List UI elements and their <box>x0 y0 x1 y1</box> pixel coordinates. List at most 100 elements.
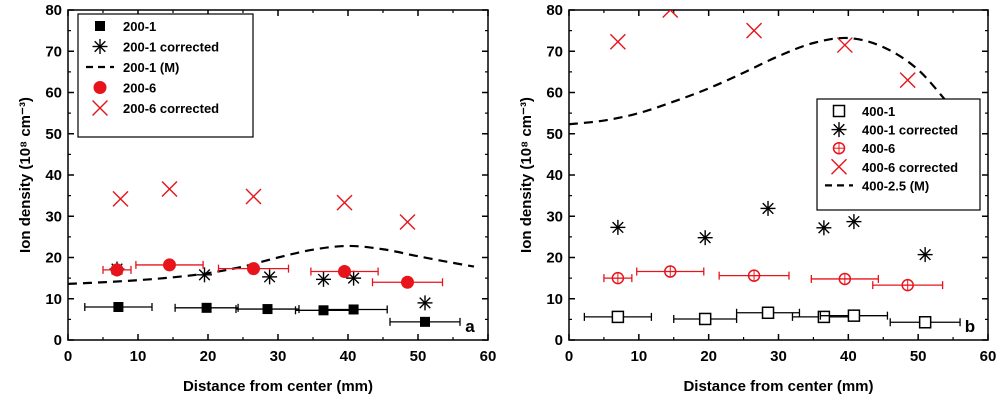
marker-asterisk-stroke <box>833 123 845 136</box>
data-point <box>389 316 461 327</box>
y-tick-label: 0 <box>54 332 62 349</box>
marker-square <box>318 305 329 316</box>
marker-x-stroke <box>662 10 672 18</box>
marker-open-square <box>918 316 932 329</box>
data-point <box>417 295 433 311</box>
data-layer <box>68 181 475 327</box>
data-point <box>636 265 705 278</box>
marker-square <box>201 302 212 313</box>
legend-label: 400-1 corrected <box>862 123 958 138</box>
data-point <box>872 278 944 292</box>
data-point <box>735 306 801 320</box>
data-point <box>673 312 738 326</box>
x-tick-label: 60 <box>480 348 497 365</box>
data-point <box>262 269 278 285</box>
marker-x-stroke <box>746 22 763 39</box>
data-point <box>836 37 853 54</box>
data-point <box>294 305 353 316</box>
marker-asterisk-stroke <box>848 215 860 228</box>
y-tick-label: 80 <box>546 2 563 19</box>
marker-open-square <box>761 306 775 320</box>
data-point <box>899 72 916 89</box>
marker-x-stroke <box>336 194 353 211</box>
data-point <box>662 10 679 18</box>
data-point <box>319 304 388 315</box>
data-point <box>217 262 290 276</box>
data-point <box>161 181 178 198</box>
marker-open-square <box>832 104 846 118</box>
data-point <box>810 272 880 286</box>
data-point <box>102 263 132 277</box>
y-tick-label: 80 <box>45 2 62 19</box>
chart-panel-b: 0 10 20 30 40 50 60 0 10 20 30 40 50 60 70 80 Distance f… <box>518 2 996 395</box>
marker-square <box>420 316 430 327</box>
y-axis-label: Ion density (10⁸ cm⁻³) <box>518 97 535 253</box>
data-point <box>603 271 633 285</box>
y-tick-label: 50 <box>546 126 563 143</box>
legend: 400-1 400-1 corrected 400-6 400-6 corrected… <box>816 98 981 211</box>
data-point <box>816 220 832 236</box>
marker-asterisk-stroke <box>612 221 624 234</box>
marker-x-stroke <box>112 190 129 207</box>
data-point <box>819 309 889 322</box>
legend-label: 200-6 <box>123 81 156 96</box>
marker-asterisk-stroke <box>762 202 774 215</box>
series-200-1 <box>84 302 461 327</box>
data-layer <box>569 10 975 329</box>
y-tick-label: 60 <box>45 85 62 102</box>
data-point <box>235 304 300 315</box>
marker-circle <box>163 258 176 272</box>
data-point <box>583 310 653 324</box>
x-tick-label: 0 <box>565 348 573 365</box>
marker-x-stroke <box>899 72 916 89</box>
data-point <box>889 316 961 329</box>
panel-letter: b <box>965 317 975 336</box>
x-tick-label: 30 <box>270 348 287 365</box>
marker-circle <box>93 81 107 94</box>
legend-item: 200-6 <box>93 81 156 96</box>
marker-x-stroke <box>245 188 262 205</box>
data-point <box>846 214 862 230</box>
data-point <box>174 302 239 313</box>
series-400-6-corrected <box>609 10 916 89</box>
x-tick-label: 20 <box>200 348 217 365</box>
data-point <box>791 310 856 324</box>
y-tick-label: 70 <box>45 43 62 60</box>
marker-asterisk-stroke <box>419 297 431 309</box>
x-tick-label: 10 <box>130 348 147 365</box>
legend-box <box>816 98 981 211</box>
legend-item: 400-2.5 (M) <box>825 178 929 193</box>
y-tick-label: 30 <box>45 208 62 225</box>
data-point <box>316 271 331 287</box>
legend-label: 200-1 <box>123 19 156 34</box>
marker-open-square <box>817 310 831 324</box>
x-tick-label: 60 <box>980 348 997 365</box>
series-200-6-corrected <box>112 181 416 231</box>
x-axis-label: Distance from center (mm) <box>683 378 873 395</box>
y-tick-label: 40 <box>45 167 62 184</box>
y-tick-label: 70 <box>546 43 563 60</box>
marker-x-stroke <box>669 10 679 18</box>
series-400-6 <box>603 265 944 292</box>
data-point <box>697 230 713 246</box>
y-tick-label: 10 <box>45 291 62 308</box>
x-tick-label: 30 <box>770 348 787 365</box>
marker-square <box>348 304 359 315</box>
marker-square <box>262 304 273 315</box>
data-point <box>310 265 379 279</box>
legend-label: 400-6 <box>862 141 895 156</box>
data-point <box>371 275 444 289</box>
legend-item: 200-1 (M) <box>86 60 179 75</box>
legend-item: 200-1 <box>95 19 156 34</box>
marker-asterisk-stroke <box>818 222 830 234</box>
marker-circle <box>401 275 414 289</box>
y-tick-label: 10 <box>546 291 563 308</box>
legend-label: 400-1 <box>862 104 895 119</box>
marker-square <box>113 302 124 312</box>
legend-item: 200-1 corrected <box>92 39 219 55</box>
y-tick-label: 40 <box>546 167 563 184</box>
x-tick-label: 20 <box>700 348 717 365</box>
legend-item: 400-1 <box>832 104 895 119</box>
marker-x-stroke <box>836 37 853 54</box>
